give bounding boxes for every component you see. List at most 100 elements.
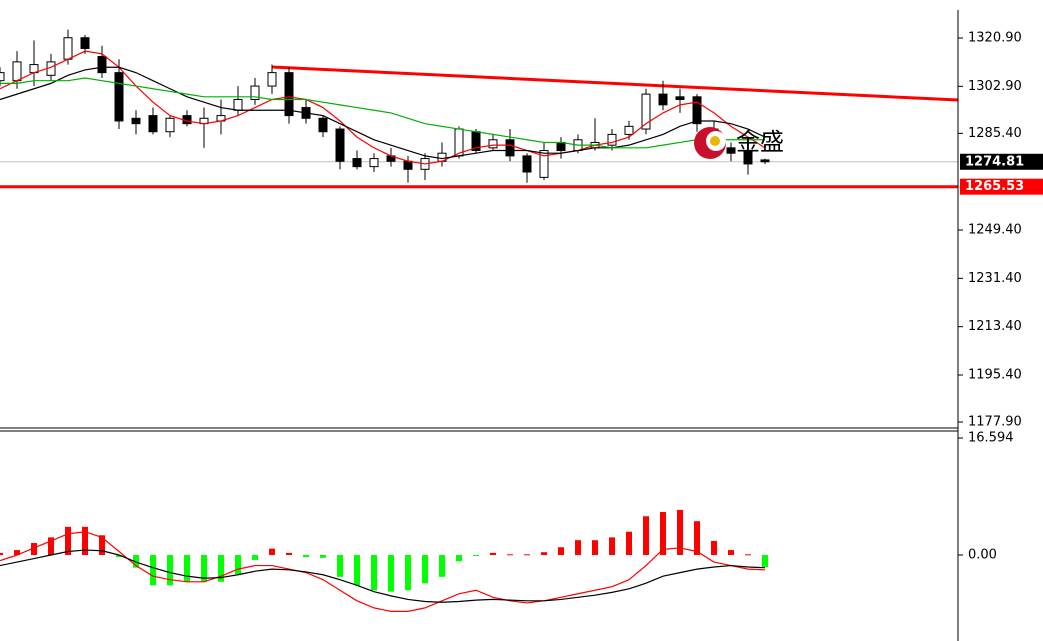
candle-body [692,96,702,125]
histogram-bar [524,554,530,556]
histogram-bar [405,555,411,591]
histogram-bar [694,521,700,556]
histogram-bar [31,543,37,556]
candle-body [165,117,175,133]
y-tick-label: 1231.40 [968,271,1022,286]
y-tick-label: 1249.40 [968,223,1022,238]
histogram-bar [711,540,717,556]
histogram-bar [337,555,343,577]
histogram-bar [592,540,598,556]
candle-body [284,72,294,117]
price-panel: 金盛 [0,29,958,189]
y-tick-label: 16.594 [968,431,1014,446]
candle-body [726,147,736,154]
histogram-bar [677,509,683,556]
histogram-bar [320,555,326,558]
indicator-line [0,77,765,149]
candle-body [0,72,5,82]
candle-body [624,125,634,135]
macd-panel [0,509,768,612]
histogram-bar [473,555,479,557]
candle-body [760,159,770,163]
candle-body [641,93,651,130]
histogram-bar [388,555,394,592]
histogram-bar [252,555,258,560]
histogram-bar [167,555,173,586]
y-tick-label: 1302.90 [968,79,1022,94]
histogram-bar [133,555,139,568]
histogram-bar [439,555,445,577]
histogram-bar [235,555,241,575]
histogram-bar [507,554,513,556]
candle-body [539,150,549,178]
candle-body [250,85,260,100]
candle-body [233,98,243,111]
candle-body [556,141,566,152]
histogram-bar [660,512,666,556]
trendline [271,65,958,102]
histogram-bar [82,526,88,556]
candle-body [505,139,515,157]
watermark: 金盛 [736,128,784,156]
support-box [960,178,1043,195]
indicator-line [0,66,766,160]
axes: 1320.90 1302.90 1285.40 1249.40 1231.40 1213.… [0,10,1043,641]
y-tick-label: 1177.90 [968,415,1022,430]
histogram-bar [745,554,751,556]
histogram-bar [269,548,275,556]
histogram-bar [65,526,71,556]
indicator-line [0,531,766,612]
y-tick-label: 1320.90 [968,30,1022,45]
histogram-bar [116,555,122,558]
histogram-bar [575,540,581,556]
candle-body [318,117,328,133]
y-tick-label: 1213.40 [968,319,1022,334]
candle-body [522,155,532,173]
histogram-bar [558,547,564,556]
histogram-bar [184,555,190,582]
histogram-bar [303,555,309,558]
last-price-label: 1274.81 [965,154,1024,169]
logo [710,136,720,146]
histogram-bar [762,555,768,567]
histogram-bar [354,555,360,586]
candle-body [607,133,617,146]
candle-body [148,115,158,133]
histogram-bar [541,552,547,556]
histogram-bar [643,516,649,556]
histogram-bar [456,555,462,562]
histogram-bar [728,550,734,556]
indicator-line [0,549,766,603]
histogram-bar [150,555,156,586]
histogram-bar [201,555,207,582]
candle-body [743,150,753,165]
candle-body [97,56,107,74]
y-tick-label: 0.00 [968,548,997,563]
candle-body [352,158,362,168]
histogram-bar [14,550,20,556]
candle-body [131,117,141,125]
histogram-bar [0,552,3,556]
support-label: 1265.53 [965,179,1024,194]
candle-body [488,139,498,149]
candle-body [369,158,379,168]
y-tick-label: 1195.40 [968,368,1022,383]
last-price-box [960,153,1043,170]
histogram-bar [218,555,224,582]
candle-body [114,72,124,122]
histogram-bar [286,552,292,556]
candle-body [267,72,277,87]
histogram-bar [99,535,105,556]
candle-body [80,37,90,49]
histogram-bar [626,531,632,556]
y-tick-label: 1285.40 [968,126,1022,141]
candle-body [675,96,685,100]
candle-body [335,128,345,162]
candle-body [63,37,73,60]
histogram-bar [48,537,54,556]
candle-body [658,93,668,106]
histogram-bar [422,555,428,584]
histogram-bar [609,537,615,556]
